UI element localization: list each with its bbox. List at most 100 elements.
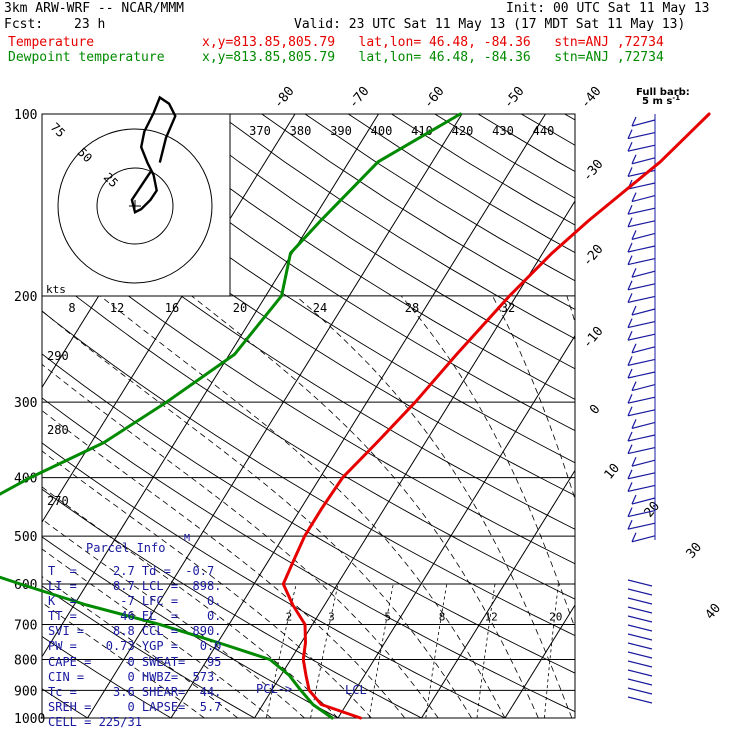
wind-barb	[631, 232, 656, 240]
wind-barb	[627, 651, 653, 659]
wind-barb	[627, 447, 656, 455]
wind-barb-flag	[627, 368, 633, 379]
parcel-row: TT = 46 EL = 0.	[48, 609, 222, 624]
dry-adiabat	[694, 114, 740, 718]
dry-adiabat	[42, 488, 422, 718]
wind-barb	[627, 245, 656, 253]
isotherm-label: 30	[684, 540, 706, 562]
mixing-ratio-line	[544, 583, 559, 718]
dry-adiabat	[45, 114, 575, 464]
wind-barb-flag	[627, 242, 633, 253]
speed-label: 24	[313, 301, 327, 315]
moist-adiabat	[99, 295, 506, 718]
wind-barbs	[627, 114, 656, 704]
moist-adiabat	[42, 486, 339, 718]
wind-legend-unit: 5 m s-1	[642, 94, 680, 107]
parcel-row: CAPE = 0 SWEAT= 95	[48, 654, 222, 669]
dry-adiabat	[42, 227, 575, 565]
wind-barb	[627, 615, 653, 623]
pressure-label: 100	[14, 108, 37, 123]
wind-barb	[627, 295, 656, 303]
pressure-label: 900	[14, 684, 37, 699]
dry-adiabat	[651, 114, 740, 718]
wind-barb	[627, 132, 656, 140]
speed-label: 16	[165, 301, 179, 315]
wind-barb	[627, 588, 653, 596]
dry-adiabat	[42, 187, 575, 530]
dry-adiabat	[521, 114, 575, 146]
parcel-row: K = -7 LFC = 0.	[48, 594, 222, 609]
parcel-row: LI = 8.7 LCL = 898.	[48, 579, 222, 594]
moist-adiabat	[42, 410, 406, 718]
wind-barb-flag	[627, 255, 633, 265]
dry-adiabat	[608, 114, 740, 718]
dry-adiabat	[42, 442, 506, 718]
wind-barb	[627, 660, 653, 668]
wind-barb	[631, 346, 656, 354]
speed-label: 28	[405, 301, 419, 315]
wind-barb	[631, 157, 656, 165]
wind-barb	[627, 220, 656, 228]
wind-barb-flag	[627, 444, 633, 454]
hodograph-ring	[57, 128, 213, 284]
isotherm-label: -60	[421, 84, 448, 112]
pressure-label: 300	[14, 396, 37, 411]
dry-adiabat	[131, 114, 575, 400]
dry-adiabat	[0, 114, 4, 718]
wind-barb	[631, 270, 656, 278]
wind-barb	[631, 308, 656, 316]
parcel-row: CELL = 225/31	[48, 714, 142, 729]
wind-barb-flag	[627, 482, 633, 492]
grid-layer	[0, 113, 740, 719]
isotherm-label: -40	[578, 84, 605, 112]
pressure-label: 500	[14, 530, 37, 545]
pressure-label: 800	[14, 653, 37, 668]
dry-adiabat	[564, 114, 575, 121]
wind-barb	[631, 421, 656, 429]
speed-label: 8	[68, 301, 75, 315]
wind-barb-flag	[631, 419, 637, 429]
parcel-row: Tc = 3.6 SHEAR= 44.	[48, 684, 222, 699]
dewpoint-location: x,y=813.85,805.79 lat,lon= 46.48, -84.36…	[202, 50, 664, 65]
wind-barb-flag	[631, 381, 637, 391]
wind-barb-flag	[631, 116, 637, 127]
isotherm-label: 20	[642, 499, 664, 521]
dewpoint-line	[0, 112, 462, 720]
isotherm-line	[42, 114, 296, 523]
pressure-label: 200	[14, 290, 37, 305]
wind-barb	[627, 371, 656, 379]
parcel-info-title: Parcel Info	[86, 541, 166, 555]
wind-barb-flag	[627, 519, 633, 530]
wind-barb-flag	[627, 431, 633, 442]
wind-barb	[627, 434, 656, 442]
left-theta-label: 280	[47, 423, 69, 437]
speed-label: 20	[233, 301, 247, 315]
dry-adiabat	[42, 536, 339, 718]
isotherm-line	[589, 114, 740, 718]
isotherm-line	[254, 200, 575, 718]
isotherm-label: 0	[587, 402, 604, 418]
wind-barb-flag	[627, 507, 633, 517]
mark-label: M	[184, 533, 190, 544]
wind-legend-title: Full barb:	[636, 87, 690, 98]
wind-barb-flag	[627, 141, 633, 152]
dry-adiabat	[88, 114, 575, 432]
wind-barb	[627, 579, 653, 587]
wind-barb	[627, 606, 653, 614]
mixing-ratio-line	[425, 583, 448, 718]
isotherm-line	[170, 114, 546, 718]
wind-barb-flag	[631, 305, 637, 316]
mixing-ratio-label: 12	[484, 610, 497, 623]
sounding-series	[0, 112, 711, 720]
isotherm-line	[337, 334, 575, 718]
mixing-ratio-label: 3	[328, 610, 335, 623]
wind-barb	[627, 182, 656, 190]
wind-barb	[627, 597, 653, 605]
wind-barb-flag	[627, 318, 633, 328]
parcel-row: SREH = 0 LAPSE= 5.7	[48, 699, 222, 714]
moist-adiabat	[42, 310, 472, 718]
mixing-ratio-label: 2	[286, 610, 293, 623]
wind-barb	[627, 633, 653, 641]
speed-label: 32	[501, 301, 515, 315]
dry-adiabat	[175, 114, 575, 370]
